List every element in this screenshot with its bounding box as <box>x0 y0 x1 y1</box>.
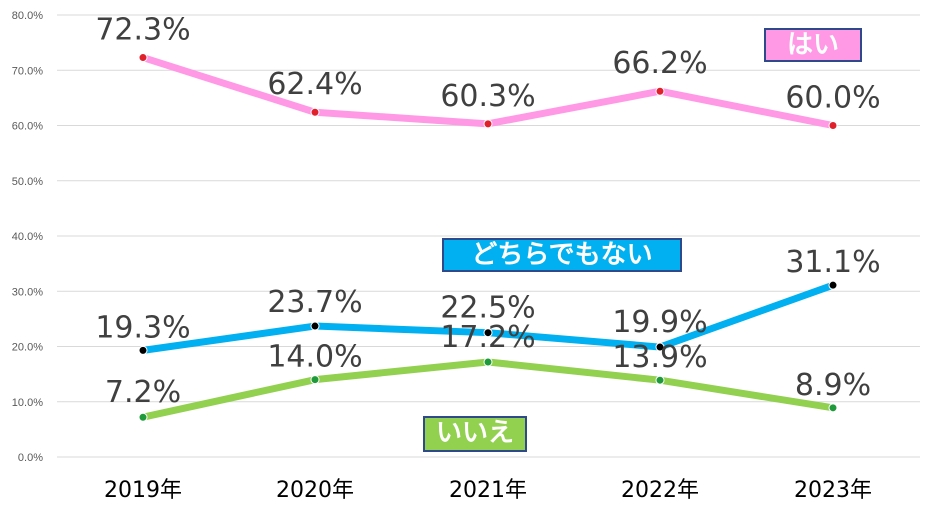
series-line <box>142 358 834 421</box>
data-point <box>138 53 148 63</box>
legend-neutral: どちらでもない <box>442 238 682 272</box>
y-tick-label: 10.0% <box>12 397 43 409</box>
data-label: 13.9% <box>612 340 707 375</box>
data-point <box>138 345 148 355</box>
data-point <box>655 375 665 385</box>
data-label: 72.3% <box>95 13 190 48</box>
data-label: 14.0% <box>267 340 362 375</box>
data-point <box>483 357 493 367</box>
data-point <box>138 412 148 422</box>
data-point <box>655 342 665 352</box>
data-label: 19.3% <box>95 310 190 345</box>
data-label: 8.9% <box>795 368 871 403</box>
data-point <box>483 119 493 129</box>
data-label: 7.2% <box>105 375 181 410</box>
y-tick-label: 50.0% <box>12 176 43 188</box>
legend-no: いいえ <box>423 416 527 452</box>
x-tick-label: 2023年 <box>794 478 872 503</box>
data-label: 23.7% <box>267 285 362 320</box>
data-label: 66.2% <box>612 46 707 81</box>
x-tick-label: 2022年 <box>621 478 699 503</box>
y-tick-label: 60.0% <box>12 121 43 133</box>
data-label: 60.3% <box>440 79 535 114</box>
data-point <box>310 375 320 385</box>
y-tick-label: 0.0% <box>18 452 43 464</box>
data-label: 62.4% <box>267 67 362 102</box>
data-point <box>828 121 838 130</box>
data-label: 19.9% <box>612 305 707 340</box>
data-label: 60.0% <box>785 81 880 116</box>
legend-yes: はい <box>764 28 862 62</box>
data-point <box>655 86 665 96</box>
y-tick-label: 70.0% <box>12 65 43 77</box>
y-tick-label: 40.0% <box>12 231 43 243</box>
data-point <box>310 321 320 331</box>
data-point <box>483 328 493 338</box>
data-label: 31.1% <box>785 245 880 280</box>
data-point <box>828 280 838 290</box>
data-point <box>310 107 320 117</box>
y-tick-label: 20.0% <box>12 342 43 354</box>
data-label: 22.5% <box>440 291 535 326</box>
x-tick-label: 2019年 <box>104 478 182 503</box>
data-point <box>828 403 838 413</box>
y-tick-label: 80.0% <box>12 10 43 22</box>
data-label: 17.2% <box>440 320 535 355</box>
y-tick-label: 30.0% <box>12 286 43 298</box>
x-tick-label: 2021年 <box>449 478 527 503</box>
x-tick-label: 2020年 <box>276 478 354 503</box>
